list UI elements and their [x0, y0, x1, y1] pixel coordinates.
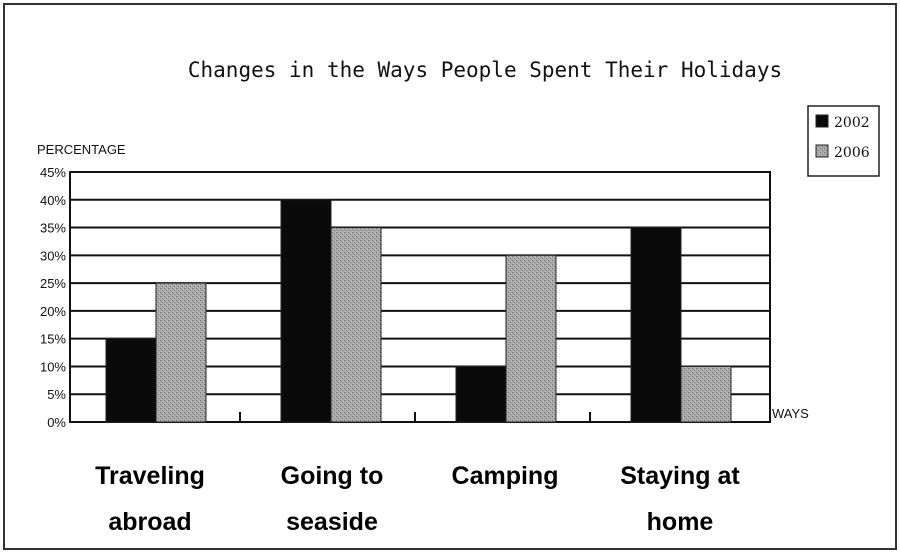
category-label: home	[647, 508, 714, 536]
category-label: Camping	[452, 462, 559, 490]
bar-2002-3	[630, 227, 682, 423]
y-tick-label: 5%	[47, 387, 66, 402]
y-tick-label: 0%	[47, 415, 66, 430]
y-tick-label: 30%	[40, 248, 66, 263]
y-tick-label: 25%	[40, 276, 66, 291]
category-label: seaside	[286, 508, 378, 536]
legend-label-2002: 2002	[834, 115, 870, 131]
legend-swatch-2002	[815, 114, 829, 128]
legend-swatch-2006	[815, 144, 829, 158]
legend: 2002 2006	[807, 105, 880, 177]
y-tick-label: 40%	[40, 193, 66, 208]
bar-2006-1	[330, 227, 382, 423]
category-label: Staying at	[620, 462, 740, 490]
y-tick-label: 10%	[40, 359, 66, 374]
plot-area-border	[69, 171, 771, 423]
bar-2006-2	[505, 254, 557, 423]
category-labels: Traveling abroad Going to seaside Camping Sta…	[95, 462, 740, 536]
y-tick-label: 15%	[40, 332, 66, 347]
category-label: Going to	[281, 462, 384, 490]
chart-frame	[3, 3, 897, 550]
bar-2002-2	[455, 365, 507, 423]
bar-2006-0	[155, 282, 207, 423]
category-label: Traveling	[95, 462, 205, 490]
y-tick-label: 45%	[40, 165, 66, 180]
category-label: abroad	[108, 508, 191, 536]
chart-title: Changes in the Ways People Spent Their H…	[188, 58, 782, 82]
legend-label-2006: 2006	[834, 145, 870, 161]
bar-2002-1	[280, 199, 332, 423]
y-tick-label: 20%	[40, 304, 66, 319]
bars	[105, 199, 732, 423]
y-tick-labels: 0% 5% 10% 15% 20% 25% 30% 35% 40% 45%	[40, 165, 66, 430]
y-tick-label: 35%	[40, 221, 66, 236]
bar-2006-3	[680, 365, 732, 423]
x-axis-label: WAYS	[772, 406, 809, 421]
bar-2002-0	[105, 338, 157, 423]
y-axis-label: PERCENTAGE	[37, 142, 126, 157]
